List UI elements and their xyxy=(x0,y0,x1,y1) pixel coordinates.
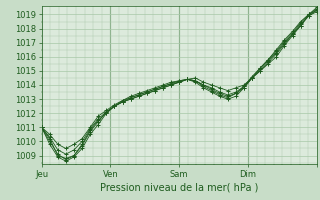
X-axis label: Pression niveau de la mer( hPa ): Pression niveau de la mer( hPa ) xyxy=(100,183,258,193)
